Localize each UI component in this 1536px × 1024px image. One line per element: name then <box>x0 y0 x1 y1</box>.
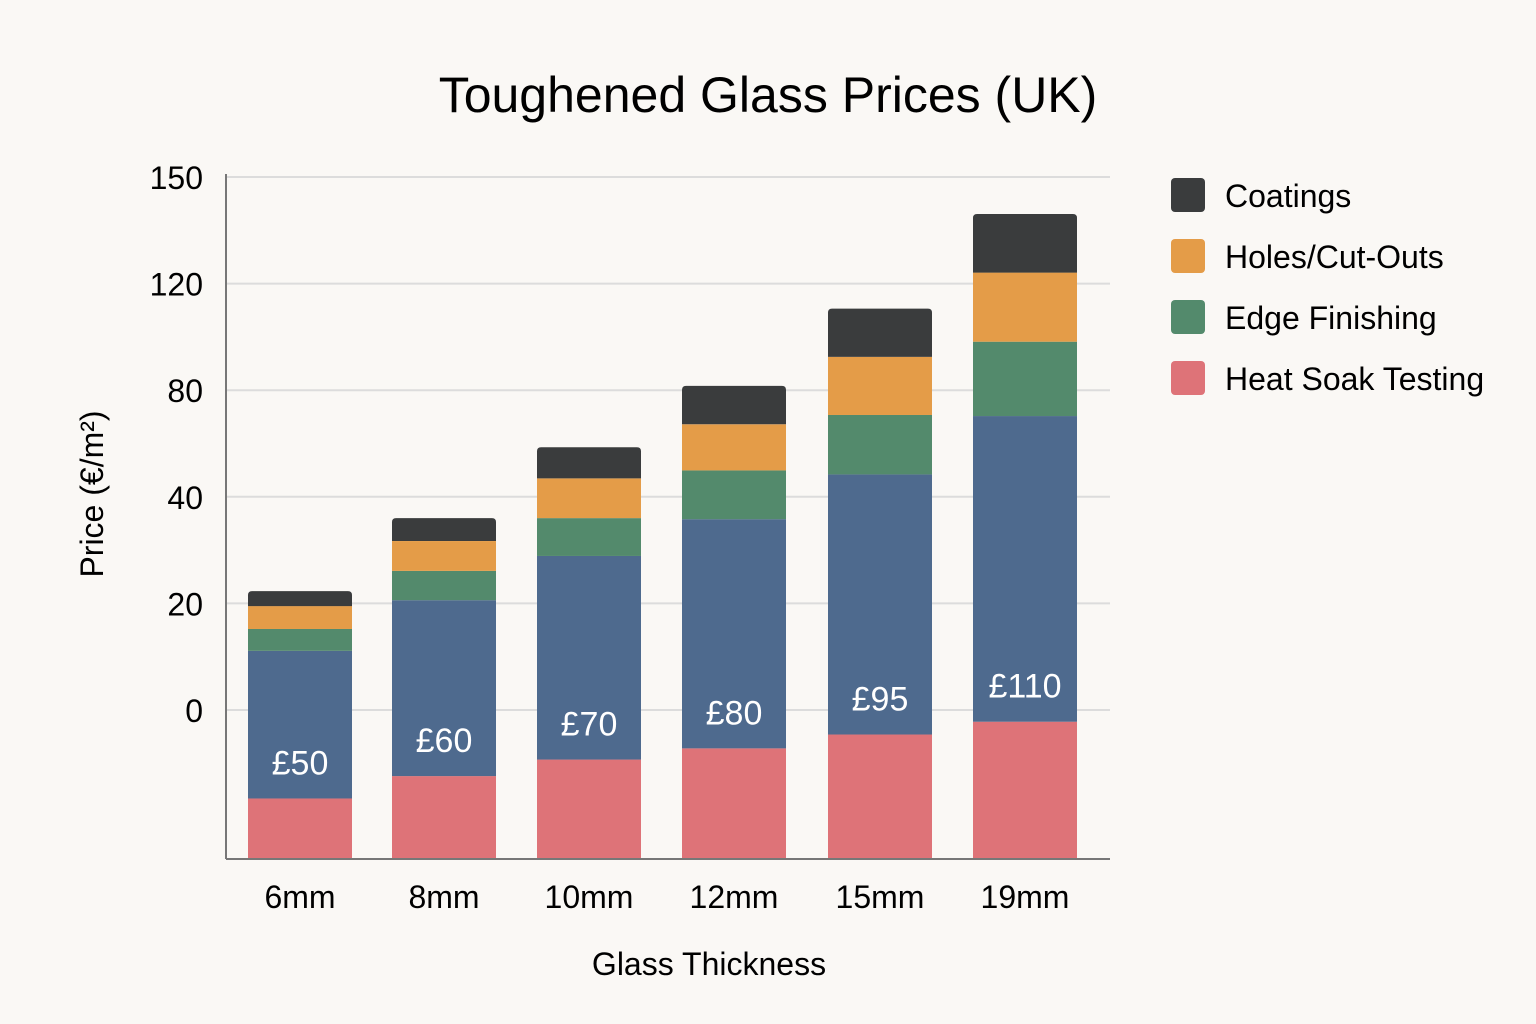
bar-value-label: £95 <box>852 681 909 719</box>
bar-segment-coatings <box>682 385 786 425</box>
y-tick-label: 120 <box>150 267 203 303</box>
bar-value-label: £80 <box>706 694 763 732</box>
legend-item: Heat Soak Testing <box>1171 361 1484 397</box>
bar-segment-coatings <box>248 591 352 607</box>
legend-swatch <box>1171 239 1205 273</box>
bar-segment-holes-cut-outs <box>392 541 496 571</box>
x-axis-ticks: 6mm 8mm 10mm 12mm 15mm 19mm <box>264 879 1069 915</box>
bars: £50 £60 £70 £80 £95 £110 <box>248 213 1077 860</box>
bar-segment-heat-soak-testing <box>392 776 496 860</box>
bar-value-label: £70 <box>561 706 618 744</box>
bar-segment-holes-cut-outs <box>973 272 1077 342</box>
legend-label: Holes/Cut-Outs <box>1225 239 1444 275</box>
bar-stack-12mm: £80 <box>682 385 786 860</box>
bar-segment-coatings <box>973 213 1077 273</box>
bar-segment-holes-cut-outs <box>248 606 352 629</box>
x-tick-label: 12mm <box>690 879 779 915</box>
legend-swatch <box>1171 361 1205 395</box>
y-tick-label: 0 <box>185 693 203 729</box>
bar-segment-coatings <box>828 308 932 357</box>
y-tick-label: 40 <box>167 480 203 516</box>
y-axis-label: Price (€/m²) <box>74 410 110 577</box>
legend-label: Edge Finishing <box>1225 300 1437 336</box>
bar-stack-6mm: £50 <box>248 591 352 860</box>
bar-segment-base-price <box>392 600 496 777</box>
legend-label: Coatings <box>1225 178 1351 214</box>
chart-title: Toughened Glass Prices (UK) <box>439 67 1098 123</box>
legend-label: Heat Soak Testing <box>1225 361 1484 397</box>
bar-segment-edge-finishing <box>537 518 641 556</box>
y-tick-label: 150 <box>150 160 203 196</box>
x-tick-label: 19mm <box>981 879 1070 915</box>
bar-segment-edge-finishing <box>392 570 496 601</box>
bar-value-label: £110 <box>988 668 1061 706</box>
x-tick-label: 8mm <box>408 879 479 915</box>
bar-segment-edge-finishing <box>682 470 786 520</box>
x-axis-label: Glass Thickness <box>592 946 826 982</box>
bar-segment-holes-cut-outs <box>682 424 786 471</box>
gridlines <box>226 176 1110 711</box>
bar-stack-8mm: £60 <box>392 518 496 860</box>
bar-value-label: £60 <box>416 722 473 760</box>
y-axis-ticks: 0 20 40 80 120 150 <box>150 160 203 729</box>
legend-item: Coatings <box>1171 178 1351 214</box>
bar-segment-coatings <box>392 518 496 542</box>
x-tick-label: 10mm <box>545 879 634 915</box>
bar-stack-15mm: £95 <box>828 308 932 860</box>
bar-segment-heat-soak-testing <box>973 721 1077 860</box>
bar-segment-base-price <box>248 650 352 799</box>
legend-item: Holes/Cut-Outs <box>1171 239 1444 275</box>
y-tick-label: 20 <box>167 586 203 622</box>
bar-stack-10mm: £70 <box>537 447 641 860</box>
bar-segment-edge-finishing <box>973 341 1077 417</box>
x-tick-label: 6mm <box>264 879 335 915</box>
bar-value-label: £50 <box>272 744 329 782</box>
bar-segment-heat-soak-testing <box>248 798 352 860</box>
bar-segment-base-price <box>682 519 786 749</box>
bar-segment-heat-soak-testing <box>537 759 641 860</box>
bar-segment-coatings <box>537 447 641 479</box>
legend-swatch <box>1171 300 1205 334</box>
bar-segment-base-price <box>973 416 1077 722</box>
bar-segment-base-price <box>537 555 641 760</box>
bar-segment-heat-soak-testing <box>682 748 786 860</box>
legend-item: Edge Finishing <box>1171 300 1437 336</box>
bar-segment-holes-cut-outs <box>828 356 932 415</box>
bar-segment-base-price <box>828 474 932 735</box>
bar-segment-edge-finishing <box>828 414 932 475</box>
bar-segment-holes-cut-outs <box>537 478 641 519</box>
y-tick-label: 80 <box>167 373 203 409</box>
legend: Coatings Holes/Cut-Outs Edge Finishing Heat… <box>1171 178 1484 397</box>
bar-stack-19mm: £110 <box>973 213 1077 860</box>
bar-segment-heat-soak-testing <box>828 734 932 860</box>
x-tick-label: 15mm <box>836 879 925 915</box>
bar-segment-edge-finishing <box>248 628 352 651</box>
legend-swatch <box>1171 178 1205 212</box>
